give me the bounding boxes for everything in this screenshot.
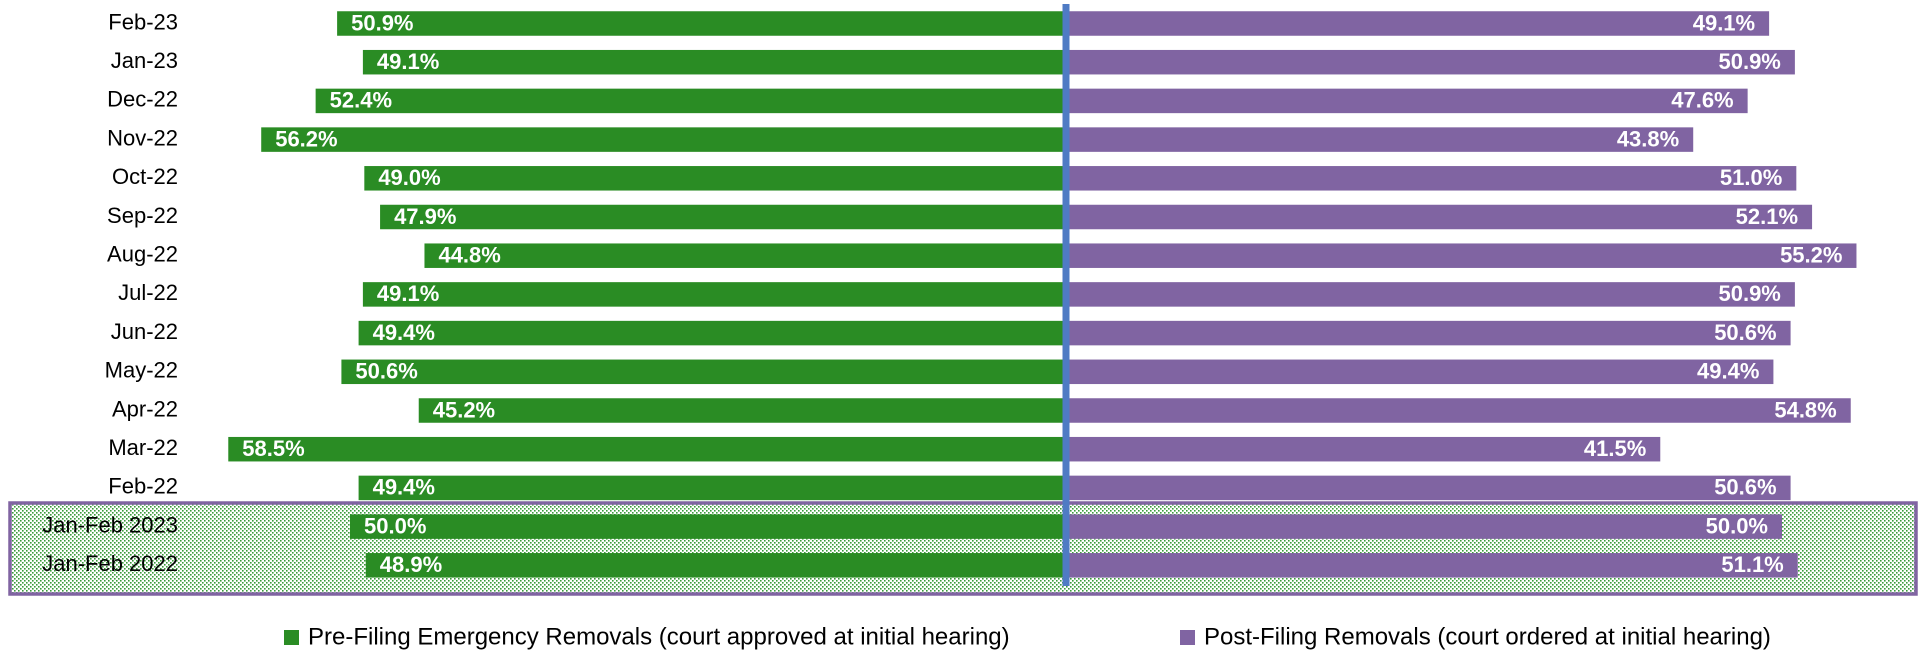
legend-swatch xyxy=(284,630,299,645)
bar xyxy=(1066,514,1782,539)
bar xyxy=(1066,553,1798,578)
category-label: Dec-22 xyxy=(107,87,178,112)
bar xyxy=(261,127,1066,152)
value-label: 49.1% xyxy=(377,49,439,74)
category-label: Jan-23 xyxy=(111,48,178,73)
category-label: Apr-22 xyxy=(112,396,178,421)
bar xyxy=(1066,436,1661,462)
category-label: Jan-Feb 2022 xyxy=(42,551,178,576)
value-label: 47.6% xyxy=(1671,88,1733,113)
bar xyxy=(350,514,1066,539)
value-label: 47.9% xyxy=(394,204,456,229)
bar xyxy=(1066,282,1795,307)
value-label: 49.1% xyxy=(1693,10,1755,35)
value-label: 55.2% xyxy=(1780,243,1842,268)
category-label: Jul-22 xyxy=(118,280,178,305)
value-label: 49.4% xyxy=(1697,359,1759,384)
category-label: Jan-Feb 2023 xyxy=(42,512,178,537)
bar xyxy=(1066,166,1797,191)
bar xyxy=(341,359,1067,385)
value-label: 51.0% xyxy=(1720,165,1782,190)
value-label: 50.9% xyxy=(1718,49,1780,74)
category-label: Feb-22 xyxy=(108,474,178,499)
bar xyxy=(358,320,1066,346)
bar xyxy=(228,436,1066,462)
bar xyxy=(424,243,1066,268)
value-label: 50.6% xyxy=(1714,475,1776,500)
value-label: 58.5% xyxy=(242,436,304,461)
bar xyxy=(358,475,1066,501)
value-label: 43.8% xyxy=(1617,126,1679,151)
value-label: 50.0% xyxy=(364,513,426,538)
bar xyxy=(1066,49,1795,75)
value-label: 52.1% xyxy=(1736,204,1798,229)
value-label: 41.5% xyxy=(1584,436,1646,461)
value-label: 48.9% xyxy=(380,552,442,577)
category-label: Mar-22 xyxy=(108,435,178,460)
bar xyxy=(1066,204,1813,230)
category-label: Jun-22 xyxy=(111,319,178,344)
bar xyxy=(380,204,1066,230)
category-label: Nov-22 xyxy=(107,125,178,150)
category-label: Feb-23 xyxy=(108,9,178,34)
bar xyxy=(365,553,1066,578)
value-label: 56.2% xyxy=(275,126,337,151)
value-label: 49.1% xyxy=(377,281,439,306)
value-label: 52.4% xyxy=(330,88,392,113)
bar xyxy=(1066,243,1857,268)
category-label: Sep-22 xyxy=(107,203,178,228)
bar xyxy=(362,49,1066,75)
value-label: 51.1% xyxy=(1721,552,1783,577)
legend-label: Post-Filing Removals (court ordered at i… xyxy=(1204,623,1771,650)
value-label: 49.4% xyxy=(373,475,435,500)
value-label: 49.4% xyxy=(373,320,435,345)
value-label: 50.0% xyxy=(1706,513,1768,538)
bar xyxy=(1066,398,1851,423)
value-label: 50.9% xyxy=(351,10,413,35)
value-label: 50.6% xyxy=(355,359,417,384)
value-label: 50.9% xyxy=(1718,281,1780,306)
value-label: 49.0% xyxy=(378,165,440,190)
value-label: 50.6% xyxy=(1714,320,1776,345)
category-label: Oct-22 xyxy=(112,164,178,189)
category-label: Aug-22 xyxy=(107,242,178,267)
legend-label: Pre-Filing Emergency Removals (court app… xyxy=(308,623,1010,650)
bar xyxy=(364,166,1066,191)
value-label: 45.2% xyxy=(433,397,495,422)
bar xyxy=(1066,127,1694,152)
value-label: 44.8% xyxy=(438,243,500,268)
bar xyxy=(418,398,1067,423)
bar xyxy=(1066,475,1791,501)
category-label: May-22 xyxy=(105,358,178,383)
legend-swatch xyxy=(1180,630,1195,645)
bar xyxy=(315,88,1067,114)
bar xyxy=(1066,11,1770,36)
bar xyxy=(362,282,1066,307)
value-label: 54.8% xyxy=(1774,397,1836,422)
bar xyxy=(1066,359,1774,385)
bar xyxy=(337,11,1066,36)
bar xyxy=(1066,88,1748,114)
bar xyxy=(1066,320,1791,346)
